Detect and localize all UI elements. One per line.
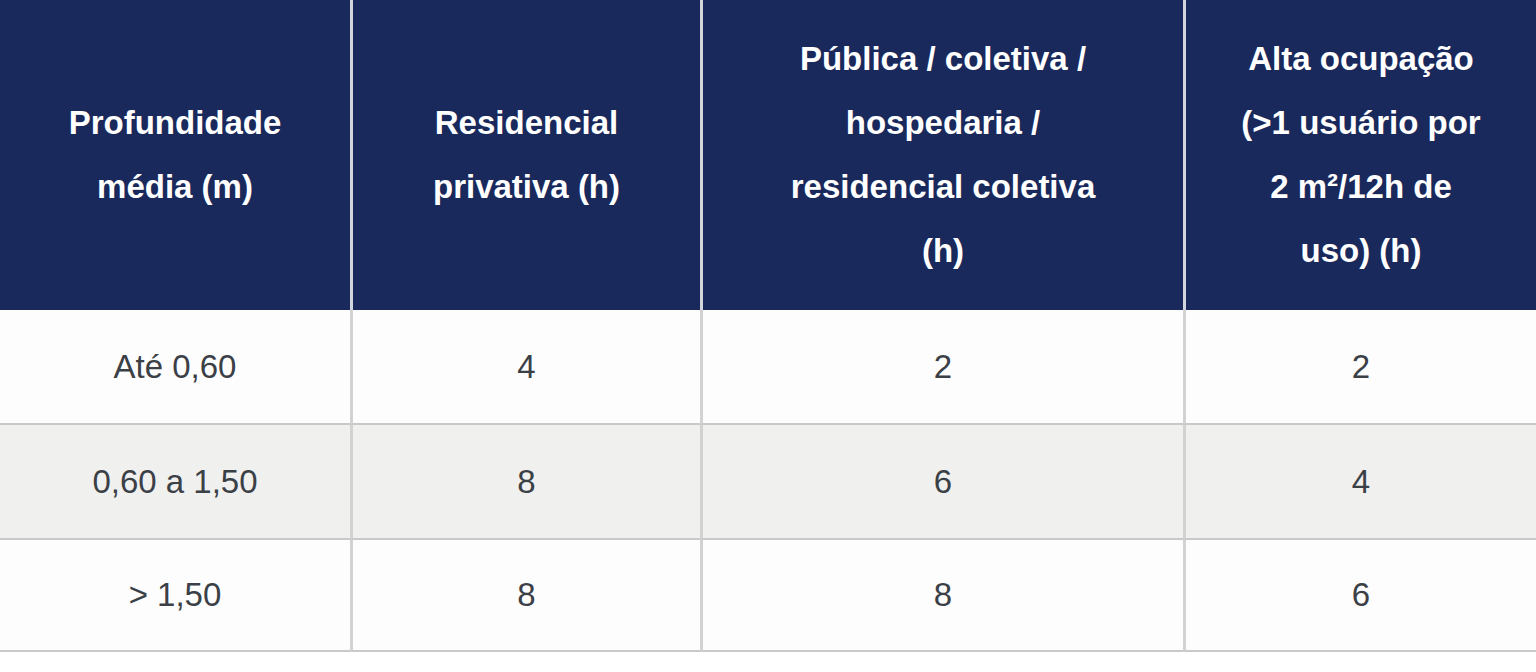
table-cell: 4 bbox=[1183, 425, 1536, 540]
table-cell: 6 bbox=[1183, 540, 1536, 652]
table-cell: 8 bbox=[350, 425, 700, 540]
depth-occupancy-table: Profundidade média (m) Residencial priva… bbox=[0, 0, 1536, 652]
cutoff-area-below-table bbox=[0, 652, 1536, 672]
table-cell: 2 bbox=[700, 310, 1183, 425]
table-cell: 4 bbox=[350, 310, 700, 425]
row-label-cell: > 1,50 bbox=[0, 540, 350, 652]
table-cell: 6 bbox=[700, 425, 1183, 540]
row-label-cell: Até 0,60 bbox=[0, 310, 350, 425]
col-header-publica-coletiva: Pública / coletiva / hospedaria / reside… bbox=[700, 0, 1183, 310]
col-header-residencial-privativa: Residencial privativa (h) bbox=[350, 0, 700, 310]
col-header-alta-ocupacao: Alta ocupação (>1 usuário por 2 m²/12h d… bbox=[1183, 0, 1536, 310]
table-cell: 8 bbox=[350, 540, 700, 652]
page: Profundidade média (m) Residencial priva… bbox=[0, 0, 1536, 672]
col-header-profundidade-media: Profundidade média (m) bbox=[0, 0, 350, 310]
row-label-cell: 0,60 a 1,50 bbox=[0, 425, 350, 540]
table-cell: 8 bbox=[700, 540, 1183, 652]
table-cell: 2 bbox=[1183, 310, 1536, 425]
